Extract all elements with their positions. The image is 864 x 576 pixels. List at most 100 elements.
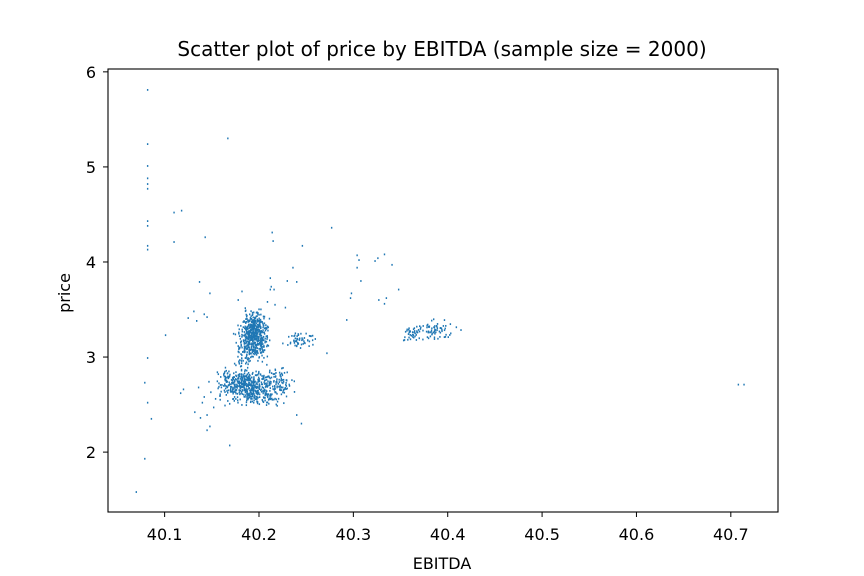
data-point [249, 326, 252, 328]
data-point [404, 330, 407, 333]
data-point [248, 357, 250, 360]
data-point [245, 339, 247, 342]
data-point [238, 328, 240, 331]
data-point [146, 165, 149, 167]
data-point [244, 336, 247, 338]
data-point [232, 378, 235, 380]
data-point [240, 340, 242, 343]
data-point [244, 383, 247, 386]
data-point [245, 384, 248, 387]
data-point [238, 380, 241, 383]
data-point [431, 319, 433, 322]
data-point [283, 388, 286, 391]
data-point [310, 335, 312, 338]
data-point [256, 401, 259, 403]
data-point [284, 306, 287, 309]
data-point [282, 378, 285, 381]
data-point [198, 281, 201, 283]
data-point [264, 340, 266, 343]
x-tick-label: 40.6 [619, 525, 655, 544]
data-point [255, 374, 258, 377]
data-point [397, 288, 400, 291]
data-point [266, 383, 268, 386]
data-point [263, 345, 265, 348]
data-point [253, 387, 255, 389]
data-point [254, 319, 256, 322]
data-point [256, 342, 259, 345]
data-point [258, 325, 261, 327]
data-point [413, 327, 416, 330]
data-point [250, 400, 252, 403]
data-point [263, 344, 265, 347]
data-point [247, 375, 249, 378]
data-point [261, 339, 263, 342]
data-point [197, 386, 200, 389]
data-point [252, 355, 254, 358]
data-point [285, 381, 287, 384]
data-point [258, 317, 260, 320]
data-point [308, 345, 310, 348]
data-point [237, 350, 239, 353]
data-point [264, 379, 266, 382]
data-point [273, 388, 276, 391]
data-point [246, 314, 248, 317]
data-point [248, 346, 250, 349]
data-point [248, 326, 250, 329]
data-point [247, 346, 250, 349]
data-point [269, 277, 272, 280]
data-point [743, 383, 745, 386]
data-point [247, 344, 249, 347]
data-point [422, 325, 424, 327]
data-point [261, 341, 263, 344]
data-point [266, 336, 269, 339]
data-point [146, 357, 149, 359]
data-point [232, 388, 234, 391]
data-point [277, 397, 280, 400]
data-point [280, 377, 283, 380]
x-tick-label: 40.7 [713, 525, 749, 544]
data-point [234, 387, 236, 390]
data-point [436, 323, 439, 325]
data-point [241, 382, 244, 385]
data-point [253, 332, 256, 335]
data-point [243, 385, 245, 388]
data-point [246, 317, 248, 320]
data-point [269, 394, 271, 397]
data-point [253, 317, 256, 320]
data-point [441, 330, 443, 333]
data-point [247, 378, 249, 381]
data-point [224, 391, 226, 393]
data-point [247, 320, 250, 323]
data-point [270, 372, 273, 375]
data-point [254, 341, 257, 344]
data-point [270, 285, 272, 288]
data-point [295, 345, 298, 348]
data-point [245, 341, 248, 344]
data-point [294, 332, 297, 335]
data-point [201, 401, 204, 404]
data-point [281, 367, 283, 370]
data-point [237, 299, 239, 301]
data-point [246, 369, 248, 372]
data-point [256, 383, 258, 386]
data-point [236, 384, 238, 387]
data-point [216, 371, 219, 374]
data-point [274, 397, 276, 400]
data-point [240, 353, 242, 355]
data-point [235, 374, 237, 377]
data-point [238, 335, 241, 338]
data-point [409, 333, 411, 336]
data-point [314, 338, 317, 340]
data-point [411, 333, 414, 336]
data-point [252, 350, 254, 352]
data-point [258, 333, 261, 336]
y-axis-label: price [55, 273, 74, 313]
data-point [232, 386, 234, 389]
data-point [255, 338, 258, 340]
data-point [350, 292, 353, 295]
data-point [243, 377, 246, 380]
data-point [251, 324, 253, 326]
data-point [259, 334, 262, 337]
data-point [273, 288, 275, 291]
data-point [280, 379, 282, 382]
